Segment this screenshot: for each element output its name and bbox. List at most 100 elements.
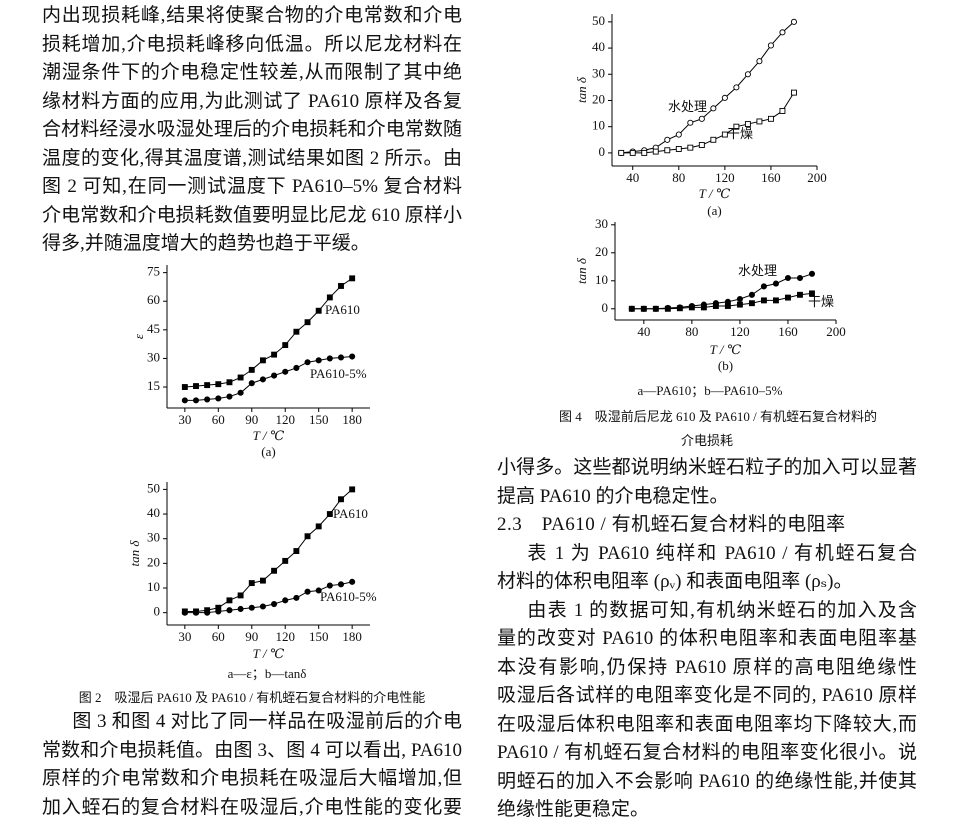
- marker: [315, 587, 322, 594]
- text-line: 表 1 为 PA610 纯样和 PA610 / 有机蛭石复合: [527, 542, 917, 564]
- marker: [733, 84, 740, 91]
- paragraph: 表 1 为 PA610 纯样和 PA610 / 有机蛭石复合 材料的体积电阻率 (…: [497, 540, 917, 597]
- marker: [760, 297, 767, 304]
- marker: [349, 486, 356, 493]
- text-line: 原样的介电常数和介电损耗在吸湿后大幅增加,但: [42, 768, 462, 789]
- marker: [712, 303, 719, 309]
- marker: [181, 397, 188, 404]
- marker: [326, 511, 333, 518]
- marker: [779, 108, 786, 114]
- marker: [748, 291, 755, 298]
- marker: [724, 303, 731, 309]
- paragraph: 由表 1 的数据可知,有机纳米蛭石的加入及含 量的改变对 PA610 的体积电阻率…: [497, 597, 917, 825]
- marker: [181, 384, 188, 390]
- x-tick-label: 120: [275, 412, 295, 427]
- marker: [237, 592, 244, 599]
- text-line: 潮湿条件下的介电稳定性较差,从而限制了其中绝: [42, 62, 462, 83]
- marker: [271, 351, 278, 358]
- marker: [675, 131, 682, 138]
- marker: [326, 355, 333, 362]
- marker: [259, 357, 266, 364]
- x-tick-label: 120: [730, 324, 750, 339]
- marker: [226, 607, 233, 614]
- x-tick-label: 160: [778, 324, 798, 339]
- marker: [756, 58, 763, 65]
- text-line: 温度的变化,得其温度谱,测试结果如图 2 所示。由: [42, 147, 462, 169]
- marker: [664, 305, 671, 312]
- x-tick-label: 120: [275, 629, 295, 644]
- marker: [304, 588, 311, 595]
- marker: [204, 382, 211, 389]
- x-tick-label: 40: [637, 324, 650, 339]
- y-tick-label: 75: [147, 264, 160, 279]
- marker: [338, 283, 344, 289]
- series-line: [184, 489, 353, 612]
- marker: [652, 148, 659, 155]
- y-tick-label: 15: [147, 378, 160, 393]
- marker: [215, 608, 222, 615]
- marker: [687, 119, 694, 126]
- y-tick-label: 10: [592, 118, 605, 133]
- y-tick-label: 30: [147, 349, 160, 364]
- marker: [293, 548, 300, 554]
- marker: [349, 353, 356, 360]
- marker: [710, 105, 717, 112]
- marker: [698, 142, 705, 148]
- x-tick-label: 60: [212, 412, 225, 427]
- marker: [204, 609, 211, 616]
- marker: [226, 393, 233, 400]
- marker: [349, 275, 356, 282]
- marker: [282, 368, 289, 375]
- marker: [698, 115, 705, 122]
- marker: [676, 305, 683, 312]
- x-tick-label: 30: [178, 412, 191, 427]
- y-tick-label: 50: [592, 13, 605, 28]
- marker: [237, 389, 244, 396]
- x-tick-label: 180: [342, 412, 362, 427]
- marker: [282, 557, 289, 564]
- marker: [721, 94, 728, 101]
- marker: [204, 396, 211, 403]
- marker: [640, 305, 647, 312]
- x-tick-label: 150: [309, 629, 329, 644]
- marker: [790, 18, 798, 25]
- marker: [664, 147, 671, 154]
- marker: [797, 291, 803, 298]
- panel-label: (b): [718, 358, 733, 373]
- y-axis-label: tan δ: [574, 76, 589, 103]
- marker: [349, 578, 356, 585]
- y-axis-label: tan δ: [574, 257, 589, 284]
- text-line: 合材料经浸水吸湿处理后的介电损耗和介电常数随: [42, 119, 462, 140]
- text-line: 小得多。这些都说明纳米蛭石粒子的加入可以显著: [497, 457, 917, 478]
- marker: [226, 597, 233, 604]
- marker: [293, 364, 300, 372]
- marker: [271, 600, 278, 608]
- marker: [785, 294, 791, 301]
- marker: [744, 71, 751, 78]
- y-tick-label: 40: [592, 39, 605, 54]
- series-label: PA610: [325, 302, 360, 317]
- marker: [315, 307, 322, 314]
- marker: [628, 305, 635, 312]
- y-tick-label: 0: [602, 300, 609, 315]
- y-tick-label: 40: [147, 505, 160, 520]
- marker: [736, 301, 743, 308]
- marker: [259, 577, 266, 584]
- marker: [259, 603, 266, 610]
- marker: [248, 580, 255, 587]
- marker: [809, 290, 815, 297]
- heading-text: 2.3 PA610 / 有机蛭石复合材料的电阻率: [497, 514, 846, 535]
- marker: [748, 300, 755, 307]
- series-label: 水处理: [738, 263, 777, 278]
- marker: [779, 29, 786, 36]
- panel-label: (a): [707, 203, 721, 218]
- y-tick-label: 0: [154, 604, 161, 619]
- marker: [796, 274, 804, 282]
- panel-key: a—PA610；b—PA610–5%: [638, 383, 783, 399]
- marker: [337, 581, 345, 588]
- x-tick-label: 150: [309, 412, 329, 427]
- marker: [618, 149, 625, 156]
- marker: [808, 270, 816, 277]
- text-line: 得多,并随温度增大的趋势也趋于平缓。: [42, 233, 370, 254]
